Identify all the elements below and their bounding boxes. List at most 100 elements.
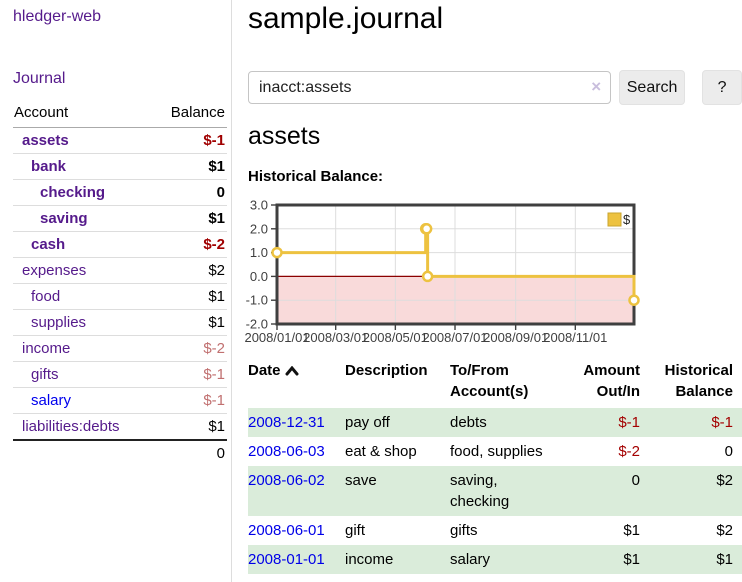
account-row: expenses $2 [13, 258, 227, 284]
help-button[interactable]: ? [702, 70, 742, 105]
transaction-balance: $2 [716, 522, 733, 539]
account-name-cell: supplies [13, 310, 153, 336]
y-axis-label: 3.0 [250, 198, 268, 213]
transaction-balance: 0 [724, 443, 733, 460]
account-balance: $-1 [152, 388, 227, 414]
account-name-cell: food [13, 284, 153, 310]
account-balance: $1 [208, 418, 225, 435]
accounts-total-spacer [13, 439, 153, 466]
account-link[interactable]: liabilities:debts [22, 418, 120, 435]
account-row: income $-2 [13, 336, 227, 362]
account-name-cell: income [13, 336, 153, 362]
transaction-description: gift [345, 522, 366, 539]
register-header-accounts: To/From Account(s) [450, 362, 529, 400]
transaction-date-link[interactable]: 2008-06-03 [248, 443, 325, 460]
account-name-cell: expenses [13, 258, 153, 284]
account-link[interactable]: food [31, 288, 61, 305]
transaction-date-link[interactable]: 2008-06-02 [248, 472, 325, 489]
account-row: checking 0 [13, 180, 227, 206]
sidebar-item-journal[interactable]: Journal [13, 70, 66, 87]
account-row: gifts $-1 [13, 362, 227, 388]
transaction-date-link[interactable]: 2008-06-01 [248, 522, 325, 539]
x-axis-label: 2008/03/01 [303, 330, 368, 345]
account-link[interactable]: bank [31, 158, 67, 175]
transaction-amount: $1 [572, 545, 650, 574]
account-name-cell: gifts [13, 362, 153, 388]
transaction-date-cell: 2008-12-31 [248, 408, 345, 437]
data-point-marker [271, 246, 283, 259]
page-title: sample.journal [248, 2, 444, 35]
transaction-amount: $1 [623, 522, 640, 539]
transaction-date-cell: 2008-06-03 [248, 437, 345, 466]
main-content: sample.journal × Search ? assets Histori… [244, 0, 742, 582]
account-link[interactable]: cash [31, 236, 66, 253]
chart-title: Historical Balance: [248, 168, 384, 185]
search-form: × Search ? [248, 70, 742, 105]
account-name-cell: saving [13, 206, 153, 232]
x-axis-label: 2008/05/01 [363, 330, 428, 345]
account-balance: $1 [152, 154, 227, 180]
x-axis-label: 2008/07/01 [422, 330, 487, 345]
chart-canvas: $3.0 2.0 1.0 0.0 -1.0 -2.02008/01/012008/03/0… [244, 198, 640, 345]
account-balance: $-1 [152, 362, 227, 388]
transaction-row: 2008-06-03 eat & shop food, supplies $-2 0 [248, 437, 742, 466]
accounts-total-row: 0 [13, 439, 227, 466]
y-axis-label: -1.0 [246, 293, 268, 308]
transaction-amount: $-1 [572, 408, 650, 437]
account-balance: $2 [152, 258, 227, 284]
transaction-row: 2008-06-02 save saving, checking 0 $2 [248, 466, 742, 516]
account-link[interactable]: assets [22, 132, 69, 149]
account-link[interactable]: checking [40, 184, 106, 201]
accounts-header-balance: Balance [152, 100, 227, 128]
account-balance: $-2 [152, 336, 227, 362]
account-link[interactable]: gifts [31, 366, 59, 383]
transaction-balance: $-1 [650, 408, 742, 437]
x-axis-label: 2008/01/01 [244, 330, 309, 345]
accounts-header-row: Account Balance [13, 100, 227, 128]
account-link[interactable]: saving [40, 210, 88, 227]
x-axis-label: 2008/11/01 [543, 330, 607, 345]
account-row: supplies $1 [13, 310, 227, 336]
search-input[interactable] [248, 71, 612, 104]
transaction-amount: $-2 [618, 443, 640, 460]
account-link[interactable]: supplies [31, 314, 87, 331]
register-header-amount: Amount Out/In [583, 362, 640, 400]
transaction-balance: $2 [650, 466, 742, 516]
transaction-row: 2008-06-01 gift gifts $1 $2 [248, 516, 742, 545]
transaction-accounts: gifts [450, 522, 478, 539]
account-balance: $1 [152, 206, 227, 232]
transaction-description: save [345, 466, 450, 516]
transaction-row: 2008-01-01 income salary $1 $1 [248, 545, 742, 574]
account-row: cash $-2 [13, 232, 227, 258]
transaction-date-cell: 2008-01-01 [248, 545, 345, 574]
clear-search-icon[interactable]: × [591, 77, 602, 96]
account-name-cell: assets [13, 128, 153, 154]
account-row: liabilities:debts $1 [13, 414, 227, 439]
transaction-accounts: saving, checking [450, 466, 572, 516]
search-button[interactable]: Search [619, 70, 686, 105]
app-brand-link[interactable]: hledger-web [13, 8, 102, 25]
search-input-wrap: × [248, 71, 612, 104]
account-heading: assets [248, 122, 321, 150]
sidebar: hledger-web Journal Account Balance asse… [0, 0, 232, 582]
register-table: Date Description To/From Account(s) Amou… [248, 358, 742, 574]
register-header-date[interactable]: Date [248, 358, 345, 408]
account-row: food $1 [13, 284, 227, 310]
account-row: saving $1 [13, 206, 227, 232]
historical-balance-chart: $3.0 2.0 1.0 0.0 -1.0 -2.0 2008/01/01 2008/03/0… [244, 198, 742, 350]
account-link[interactable]: expenses [22, 262, 87, 279]
account-link[interactable]: income [22, 340, 71, 357]
transaction-accounts: food, supplies [450, 443, 543, 460]
transaction-accounts: debts [450, 408, 572, 437]
transaction-row: 2008-12-31 pay off debts $-1 $-1 [248, 408, 742, 437]
accounts-total-value: 0 [152, 439, 227, 466]
transaction-date-link[interactable]: 2008-12-31 [248, 414, 325, 431]
accounts-table: Account Balance assets $-1 bank $1 checking 0… [13, 100, 227, 466]
account-name-cell: cash [13, 232, 153, 258]
account-balance: $1 [152, 310, 227, 336]
data-point-marker [420, 223, 433, 235]
transaction-date-link[interactable]: 2008-01-01 [248, 551, 325, 568]
account-link[interactable]: salary [31, 392, 72, 409]
accounts-header-account: Account [13, 100, 153, 128]
data-point-marker [421, 270, 434, 283]
